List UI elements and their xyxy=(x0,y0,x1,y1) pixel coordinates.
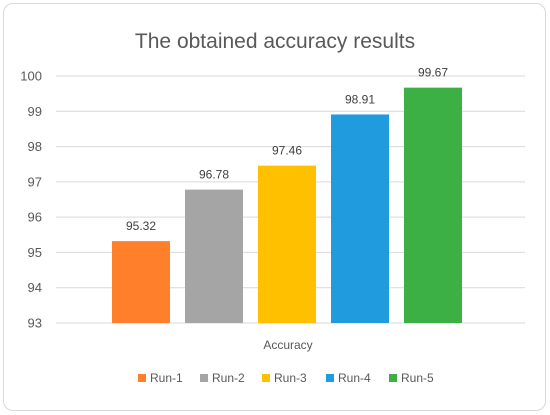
chart-title: The obtained accuracy results xyxy=(135,30,415,53)
y-tick-label-93: 93 xyxy=(28,316,42,331)
y-tick-label-99: 99 xyxy=(28,104,42,119)
legend-label-run-2: Run-2 xyxy=(212,371,245,385)
bar-run-5 xyxy=(404,87,462,323)
legend-swatch-run-3 xyxy=(262,374,270,382)
y-tick-label-94: 94 xyxy=(28,280,42,295)
y-tick-label-96: 96 xyxy=(28,210,42,225)
x-axis-category-label: Accuracy xyxy=(263,338,312,352)
y-tick-label-100: 100 xyxy=(20,69,42,84)
y-tick-label-97: 97 xyxy=(28,174,42,189)
data-label-run-3: 97.46 xyxy=(272,144,302,158)
y-axis-ticks: 93 94 95 96 97 98 99 100 xyxy=(20,69,42,331)
legend: Run-1 Run-2 Run-3 Run-4 Run-5 xyxy=(138,371,434,385)
legend-label-run-3: Run-3 xyxy=(274,371,307,385)
legend-swatch-run-2 xyxy=(200,374,208,382)
bars xyxy=(112,87,462,323)
bar-run-4 xyxy=(331,114,389,323)
bar-run-2 xyxy=(185,189,243,323)
y-tick-label-95: 95 xyxy=(28,245,42,260)
data-label-run-5: 99.67 xyxy=(418,66,448,80)
data-label-run-1: 95.32 xyxy=(126,219,156,233)
legend-label-run-4: Run-4 xyxy=(338,371,371,385)
legend-swatch-run-5 xyxy=(389,374,397,382)
legend-swatch-run-4 xyxy=(326,374,334,382)
legend-label-run-5: Run-5 xyxy=(401,371,434,385)
legend-swatch-run-1 xyxy=(138,374,146,382)
data-label-run-4: 98.91 xyxy=(345,92,375,106)
y-tick-label-98: 98 xyxy=(28,139,42,154)
data-labels: 95.32 96.78 97.46 98.91 99.67 xyxy=(126,66,448,233)
bar-run-1 xyxy=(112,241,170,323)
data-label-run-2: 96.78 xyxy=(199,168,229,182)
legend-label-run-1: Run-1 xyxy=(150,371,183,385)
bar-run-3 xyxy=(258,165,316,323)
